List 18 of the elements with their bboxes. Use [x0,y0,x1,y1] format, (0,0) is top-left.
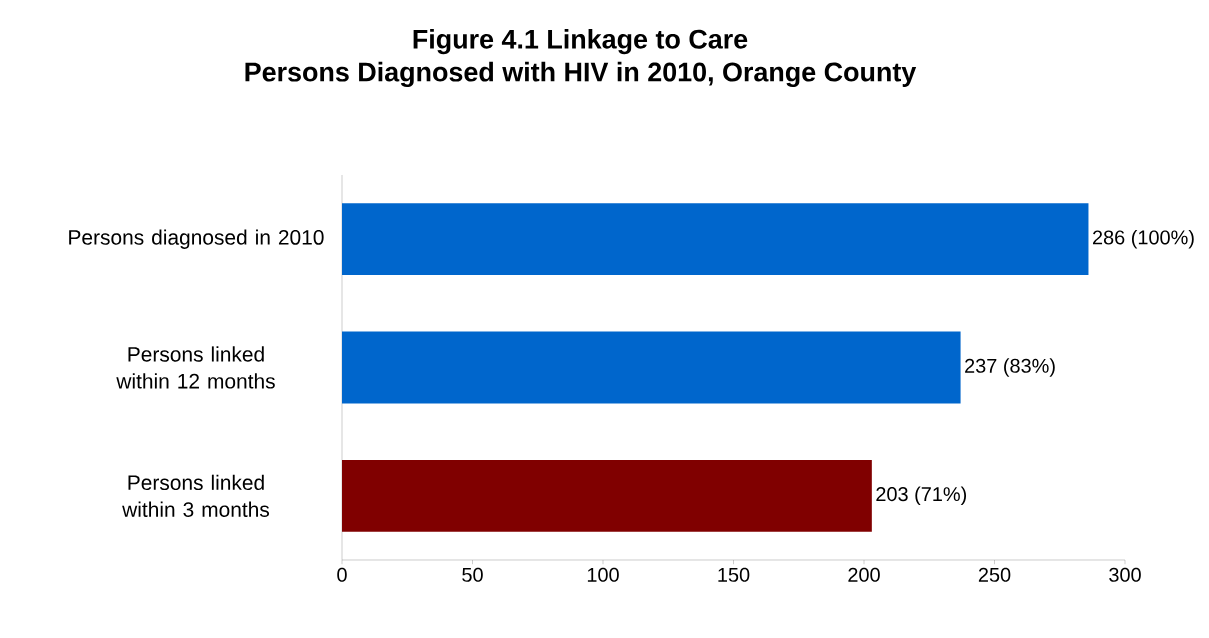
y-tick-label: Persons linked within 12 months [116,346,275,389]
data-label: 286 (100%) [1092,229,1194,249]
y-tick-label: Persons diagnosed in 2010 [69,229,324,249]
bar [342,459,872,532]
x-tick-label: 250 [978,567,1011,582]
x-tick-label: 150 [718,567,750,582]
x-tick-label: 0 [337,567,347,582]
x-tick-label: 300 [1109,567,1141,582]
data-label: 203 (71%) [876,486,967,506]
data-label: 237 (83%) [965,358,1055,377]
chart-subtitle: Persons Diagnosed with HIV in 2010, Orange County [245,61,917,88]
bar [342,203,1089,276]
y-tick-label: Persons linked within 3 months [122,474,270,517]
x-tick-label: 100 [587,567,619,582]
x-tick-label: 200 [848,567,880,582]
x-tick-label: 50 [462,567,483,582]
bar [342,331,961,404]
chart-title: Figure 4.1 Linkage to Care [413,28,748,55]
